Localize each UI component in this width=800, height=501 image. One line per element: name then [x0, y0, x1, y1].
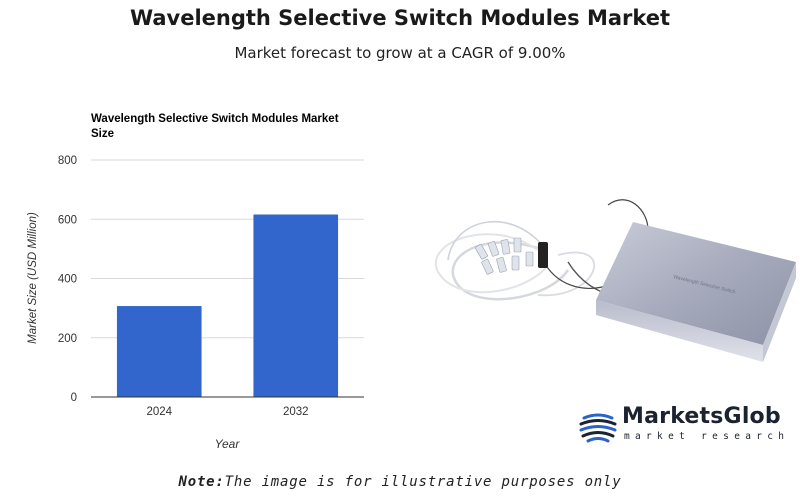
globe-lines-icon — [579, 413, 617, 443]
y-tick-label: 800 — [58, 155, 77, 167]
fiber-connectors — [474, 237, 548, 275]
page-title: Wavelength Selective Switch Modules Mark… — [129, 6, 671, 30]
y-tick-label: 600 — [58, 214, 77, 226]
chart-bars — [116, 214, 339, 397]
note-label: Note: — [178, 474, 225, 490]
bar-2024 — [116, 306, 202, 397]
x-axis-ticks: 2024 2032 — [146, 406, 308, 418]
brand-logo: MarketsGlob market research — [578, 402, 793, 448]
x-axis-label: Year — [215, 437, 241, 451]
brand-name: MarketsGlob — [622, 404, 781, 429]
y-tick-label: 0 — [71, 392, 77, 404]
x-tick-label: 2024 — [146, 406, 172, 418]
page-subtitle: Market forecast to grow at a CAGR of 9.0… — [234, 44, 566, 62]
brand-tagline: market research — [624, 431, 790, 442]
note-text: The image is for illustrative purposes o… — [224, 474, 622, 490]
y-axis-label: Market Size (USD Million) — [27, 212, 39, 344]
x-tick-label: 2032 — [283, 406, 309, 418]
chart-title-line2: Size — [91, 128, 114, 140]
module-box: Wavelength Selective Switch — [596, 222, 796, 362]
y-axis-ticks: 0 200 400 600 800 — [58, 155, 77, 404]
bar-2032 — [253, 214, 339, 397]
footer-note: Note:The image is for illustrative purpo… — [0, 474, 800, 490]
optical-switch-module-image: Wavelength Selective Switch — [434, 199, 796, 362]
market-size-bar-chart: Wavelength Selective Switch Modules Mark… — [27, 113, 364, 451]
y-tick-label: 200 — [58, 333, 77, 345]
chart-title-line1: Wavelength Selective Switch Modules Mark… — [91, 113, 339, 125]
y-tick-label: 400 — [58, 274, 77, 286]
